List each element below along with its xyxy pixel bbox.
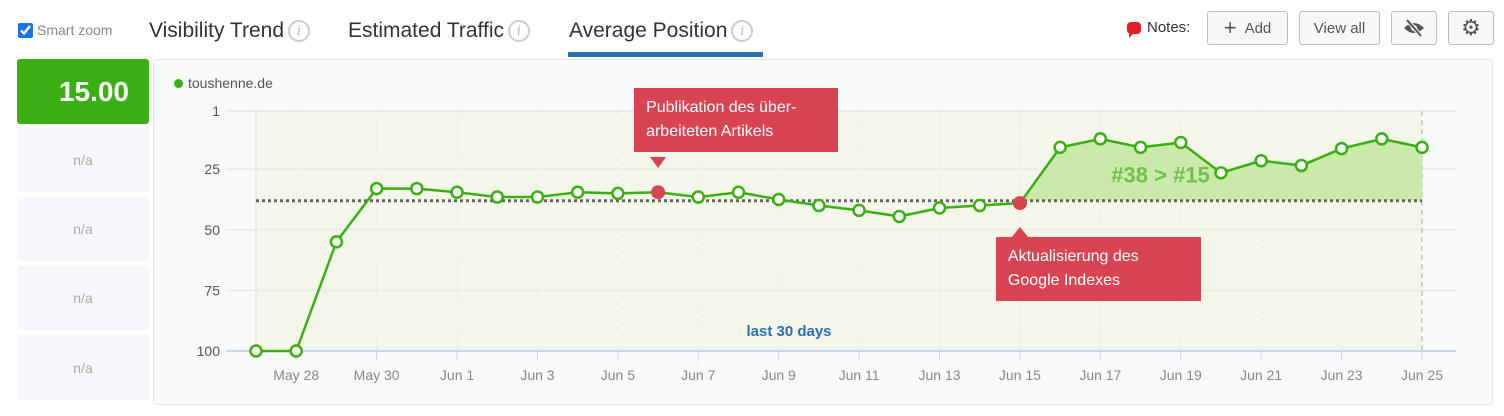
info-icon[interactable]: i bbox=[508, 20, 531, 42]
y-tick-label: 100 bbox=[197, 343, 221, 359]
data-point bbox=[1415, 140, 1429, 155]
eye-slash-icon bbox=[1404, 19, 1424, 37]
tab-average-position[interactable]: Average Position i bbox=[569, 16, 754, 46]
data-point bbox=[812, 198, 826, 213]
x-tick-label: Jun 15 bbox=[999, 367, 1041, 383]
data-point bbox=[932, 201, 947, 215]
smart-zoom-checkbox[interactable]: Smart zoom bbox=[18, 22, 112, 38]
x-tick-label: Jun 17 bbox=[1079, 367, 1121, 383]
data-point bbox=[450, 185, 464, 199]
x-tick-label: Jun 25 bbox=[1401, 367, 1443, 383]
note-line: Google Indexes bbox=[1007, 272, 1120, 289]
annotation-marker bbox=[1012, 196, 1027, 211]
active-tab-indicator bbox=[568, 52, 763, 57]
data-point bbox=[1174, 135, 1188, 150]
x-tick-label: Jun 1 bbox=[440, 367, 474, 383]
data-point bbox=[1214, 166, 1228, 180]
legend-label: toushenne.de bbox=[188, 75, 273, 91]
x-tick-label: Jun 11 bbox=[839, 367, 880, 383]
metric-value: n/a bbox=[17, 128, 149, 192]
x-tick-label: Jun 23 bbox=[1321, 367, 1363, 383]
x-tick-label: Jun 13 bbox=[918, 367, 960, 383]
x-tick-label: Jun 5 bbox=[601, 367, 635, 383]
info-icon[interactable]: i bbox=[288, 20, 311, 42]
plus-icon: + bbox=[1223, 15, 1237, 40]
x-tick-label: Jun 7 bbox=[681, 367, 715, 383]
data-point bbox=[731, 185, 746, 199]
data-point bbox=[1334, 141, 1349, 156]
data-point bbox=[972, 198, 987, 213]
chart-panel: toushenne.de 1 25 50 75 100 May 28 May 30 Jun 1… bbox=[153, 59, 1493, 405]
tab-label: Visibility Trend bbox=[149, 19, 285, 42]
data-point bbox=[611, 186, 625, 201]
tab-estimated-traffic[interactable]: Estimated Traffic i bbox=[348, 16, 531, 46]
x-tick-label: Jun 21 bbox=[1240, 367, 1282, 383]
note-line: Publikation des über- bbox=[646, 99, 797, 116]
data-point bbox=[570, 185, 585, 199]
data-point bbox=[530, 190, 545, 204]
data-point bbox=[1093, 132, 1108, 146]
x-tick-label: Jun 9 bbox=[762, 367, 796, 383]
average-position-chart: 1 25 50 75 100 May 28 May 30 Jun 1 Jun 3 Jun 5 Jun… bbox=[197, 103, 1456, 383]
x-tick-label: May 28 bbox=[273, 367, 319, 383]
y-tick-label: 75 bbox=[204, 282, 220, 298]
improvement-area bbox=[1019, 138, 1422, 204]
annotation-marker bbox=[651, 185, 666, 200]
notes-text: Notes: bbox=[1147, 19, 1191, 36]
data-point bbox=[892, 209, 907, 224]
annotation-note[interactable]: Publikation des über-arbeiteten Artikels bbox=[634, 88, 839, 152]
data-point bbox=[691, 190, 706, 204]
current-position-value: 15.00 bbox=[17, 59, 149, 124]
y-tick-label: 1 bbox=[212, 103, 220, 119]
add-note-button[interactable]: + Add bbox=[1207, 11, 1288, 45]
data-point bbox=[852, 203, 866, 218]
data-point bbox=[1294, 158, 1309, 173]
data-point bbox=[329, 235, 344, 249]
notes-label: Notes: bbox=[1127, 19, 1191, 38]
data-point bbox=[410, 181, 424, 196]
data-point bbox=[369, 181, 384, 196]
data-point bbox=[249, 344, 263, 358]
data-point bbox=[1254, 153, 1268, 168]
hide-notes-button[interactable] bbox=[1391, 11, 1437, 45]
comparison-label: #38 > #15 bbox=[1111, 163, 1209, 188]
x-tick-label: Jun 3 bbox=[520, 367, 554, 383]
legend-dot-icon bbox=[174, 78, 183, 88]
smart-zoom-label: Smart zoom bbox=[37, 22, 113, 38]
legend-item[interactable]: toushenne.de bbox=[174, 75, 273, 91]
data-point bbox=[289, 344, 303, 358]
metric-value: n/a bbox=[17, 266, 149, 330]
metric-value: n/a bbox=[17, 335, 149, 400]
note-pointer bbox=[650, 157, 667, 168]
data-point bbox=[490, 190, 504, 204]
annotation-note[interactable]: Aktualisierung des Google Indexes bbox=[995, 237, 1201, 301]
view-all-notes-button[interactable]: View all bbox=[1299, 11, 1380, 45]
data-point bbox=[1375, 132, 1389, 146]
note-pointer bbox=[1010, 227, 1029, 238]
view-all-label: View all bbox=[1313, 19, 1366, 37]
data-point bbox=[1133, 140, 1148, 155]
metric-value: n/a bbox=[17, 197, 149, 261]
data-point bbox=[1053, 140, 1067, 155]
data-point bbox=[771, 192, 786, 207]
range-label: last 30 days bbox=[746, 323, 831, 340]
y-tick-label: 50 bbox=[204, 222, 220, 238]
tab-visibility-trend[interactable]: Visibility Trend i bbox=[149, 16, 311, 46]
note-line: arbeiteten Artikels bbox=[646, 123, 774, 140]
tab-label: Estimated Traffic bbox=[348, 19, 505, 42]
note-line: Aktualisierung des bbox=[1007, 248, 1139, 265]
add-label: Add bbox=[1244, 19, 1272, 37]
smart-zoom-input[interactable] bbox=[18, 22, 33, 38]
settings-button[interactable]: ⚙ bbox=[1448, 11, 1494, 45]
tab-label: Average Position bbox=[569, 19, 728, 42]
x-tick-label: May 30 bbox=[354, 367, 400, 383]
note-bubble-icon bbox=[1127, 21, 1141, 38]
gear-icon: ⚙ bbox=[1461, 15, 1481, 40]
info-icon[interactable]: i bbox=[731, 20, 754, 42]
y-tick-label: 25 bbox=[204, 161, 220, 177]
x-tick-label: Jun 19 bbox=[1160, 367, 1202, 383]
plot-background bbox=[256, 111, 1422, 351]
